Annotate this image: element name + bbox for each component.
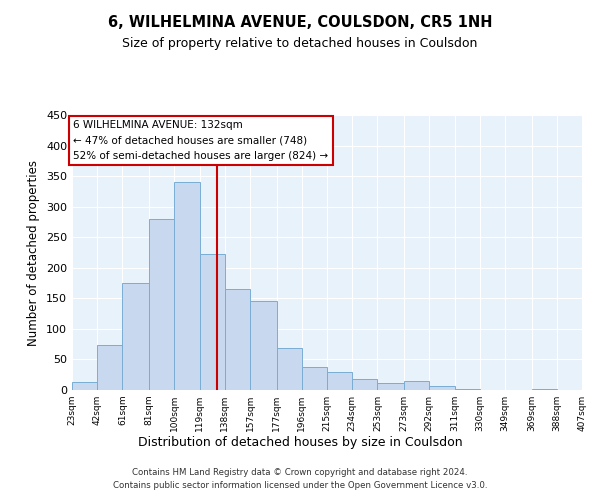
- Y-axis label: Number of detached properties: Number of detached properties: [28, 160, 40, 346]
- Bar: [250, 302, 277, 390]
- Bar: [327, 372, 352, 390]
- Bar: [225, 289, 250, 390]
- Bar: [352, 379, 377, 390]
- Bar: [149, 219, 174, 390]
- Text: Contains HM Land Registry data © Crown copyright and database right 2024.: Contains HM Land Registry data © Crown c…: [132, 468, 468, 477]
- Text: Distribution of detached houses by size in Coulsdon: Distribution of detached houses by size …: [137, 436, 463, 449]
- Bar: [174, 182, 199, 390]
- Text: 6, WILHELMINA AVENUE, COULSDON, CR5 1NH: 6, WILHELMINA AVENUE, COULSDON, CR5 1NH: [108, 15, 492, 30]
- Text: Size of property relative to detached houses in Coulsdon: Size of property relative to detached ho…: [122, 38, 478, 51]
- Bar: [277, 348, 302, 390]
- Text: Contains public sector information licensed under the Open Government Licence v3: Contains public sector information licen…: [113, 480, 487, 490]
- Text: 6 WILHELMINA AVENUE: 132sqm
← 47% of detached houses are smaller (748)
52% of se: 6 WILHELMINA AVENUE: 132sqm ← 47% of det…: [73, 120, 328, 161]
- Bar: [429, 386, 455, 390]
- Bar: [377, 382, 404, 390]
- Bar: [199, 254, 225, 390]
- Bar: [404, 381, 429, 390]
- Bar: [72, 382, 97, 390]
- Bar: [302, 368, 327, 390]
- Bar: [122, 283, 149, 390]
- Bar: [97, 345, 122, 390]
